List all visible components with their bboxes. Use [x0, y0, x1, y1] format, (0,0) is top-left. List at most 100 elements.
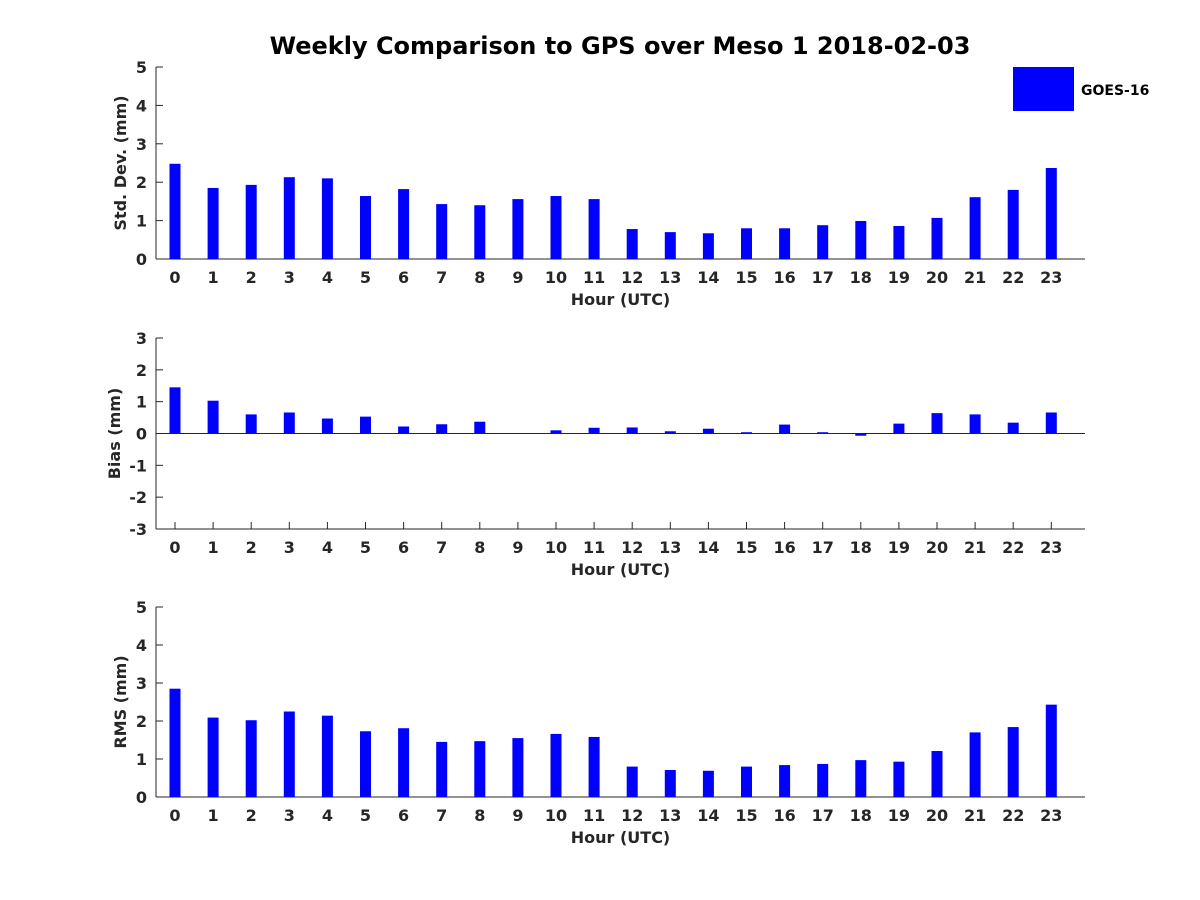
std-dev-y-tick-label: 1	[136, 212, 147, 231]
rms-x-tick-label: 6	[398, 806, 409, 825]
bias-y-tick-label: -1	[129, 456, 147, 475]
rms-bar-hour-20	[931, 751, 943, 797]
rms-bar-hour-23	[1045, 704, 1057, 797]
std-dev-x-tick-label: 12	[621, 268, 643, 287]
std-dev-bar-hour-16	[779, 228, 791, 259]
rms-y-tick-label: 2	[136, 712, 147, 731]
bias-x-tick-label: 21	[964, 538, 986, 557]
std-dev-x-tick-label: 14	[697, 268, 719, 287]
rms-y-tick-label: 4	[136, 636, 147, 655]
bias-bar-hour-1	[207, 400, 219, 434]
std-dev-bar-hour-17	[817, 225, 829, 259]
rms-bar-hour-16	[779, 765, 791, 797]
std-dev-x-tick-label: 17	[812, 268, 834, 287]
rms-bar-hour-17	[817, 763, 829, 797]
rms-y-tick-label: 0	[136, 788, 147, 807]
std-dev-y-tick-label: 5	[136, 58, 147, 77]
rms-bar-hour-8	[474, 741, 486, 797]
bias-y-tick-label: -3	[129, 520, 147, 539]
rms-bar-hour-3	[283, 711, 295, 797]
std-dev-x-tick-label: 1	[208, 268, 219, 287]
std-dev-bar-hour-3	[283, 177, 295, 259]
bias-bar-hour-4	[321, 418, 333, 434]
bias-bar-hour-12	[626, 427, 638, 434]
std-dev-y-tick-label: 0	[136, 250, 147, 269]
bias-bar-hour-19	[893, 423, 905, 434]
bias-bar-hour-22	[1007, 422, 1019, 434]
rms-bar-hour-2	[245, 720, 257, 797]
rms-bar-hour-15	[741, 766, 752, 797]
std-dev-bar-hour-14	[702, 233, 714, 259]
rms-bar-hour-9	[512, 738, 524, 797]
std-dev-y-axis-label: Std. Dev. (mm)	[111, 95, 130, 230]
std-dev-bar-hour-10	[550, 196, 562, 259]
rms-x-tick-label: 0	[169, 806, 180, 825]
bias-x-tick-label: 4	[322, 538, 333, 557]
std-dev-bar-hour-18	[855, 220, 867, 259]
rms-bar-hour-18	[855, 760, 867, 797]
bias-y-tick-label: 1	[136, 393, 147, 412]
bias-x-tick-label: 5	[360, 538, 371, 557]
bias-bar-hour-21	[969, 414, 981, 434]
rms-x-tick-label: 12	[621, 806, 643, 825]
std-dev-x-tick-label: 3	[284, 268, 295, 287]
rms-x-tick-label: 8	[474, 806, 485, 825]
std-dev-bar-hour-9	[512, 199, 524, 259]
rms-x-tick-label: 23	[1040, 806, 1062, 825]
rms-bar-hour-0	[169, 688, 181, 797]
bias-y-tick-label: -2	[129, 488, 147, 507]
rms-x-tick-label: 11	[583, 806, 605, 825]
std-dev-bar-hour-6	[398, 189, 410, 259]
std-dev-x-tick-label: 4	[322, 268, 333, 287]
rms-x-tick-label: 16	[773, 806, 795, 825]
std-dev-x-tick-label: 16	[773, 268, 795, 287]
rms-bar-hour-19	[893, 761, 905, 797]
bias-bar-hour-17	[817, 432, 829, 434]
legend-swatch-goes-16	[1013, 67, 1074, 111]
legend-label-goes-16: GOES-16	[1081, 83, 1149, 99]
bias-bar-hour-11	[588, 427, 600, 434]
rms-x-tick-label: 2	[246, 806, 257, 825]
rms-x-tick-label: 1	[208, 806, 219, 825]
std-dev-x-tick-label: 8	[474, 268, 485, 287]
bias-x-tick-label: 11	[583, 538, 605, 557]
bias-bar-hour-23	[1045, 412, 1057, 434]
rms-x-tick-label: 4	[322, 806, 333, 825]
bias-bar-hour-7	[436, 424, 448, 434]
bias-x-tick-label: 6	[398, 538, 409, 557]
rms-y-tick-label: 5	[136, 598, 147, 617]
std-dev-y-tick-label: 3	[136, 135, 147, 154]
bias-x-tick-label: 7	[436, 538, 447, 557]
bias-x-tick-label: 1	[208, 538, 219, 557]
bias-bar-hour-13	[664, 431, 676, 434]
std-dev-bar-hour-21	[969, 197, 981, 259]
std-dev-bar-hour-13	[664, 232, 676, 259]
rms-x-tick-label: 20	[926, 806, 948, 825]
std-dev-x-tick-label: 2	[246, 268, 257, 287]
std-dev-x-tick-label: 0	[169, 268, 180, 287]
bias-y-tick-label: 3	[136, 329, 147, 348]
rms-x-tick-label: 21	[964, 806, 986, 825]
rms-x-tick-label: 10	[545, 806, 567, 825]
bias-x-tick-label: 15	[735, 538, 757, 557]
rms-bar-hour-1	[207, 717, 219, 797]
bias-x-tick-label: 14	[697, 538, 719, 557]
std-dev-bar-hour-20	[931, 217, 943, 259]
rms-x-tick-label: 15	[735, 806, 757, 825]
bias-x-axis-label: Hour (UTC)	[571, 560, 671, 579]
std-dev-x-tick-label: 9	[512, 268, 523, 287]
std-dev-x-tick-label: 15	[735, 268, 757, 287]
rms-y-tick-label: 1	[136, 750, 147, 769]
rms-y-axis-label: RMS (mm)	[111, 655, 130, 748]
bias-x-tick-label: 20	[926, 538, 948, 557]
std-dev-bar-hour-23	[1045, 167, 1057, 259]
std-dev-x-tick-label: 10	[545, 268, 567, 287]
bias-x-tick-label: 17	[812, 538, 834, 557]
std-dev-x-tick-label: 20	[926, 268, 948, 287]
bias-x-tick-label: 10	[545, 538, 567, 557]
bias-bar-hour-10	[550, 430, 562, 434]
